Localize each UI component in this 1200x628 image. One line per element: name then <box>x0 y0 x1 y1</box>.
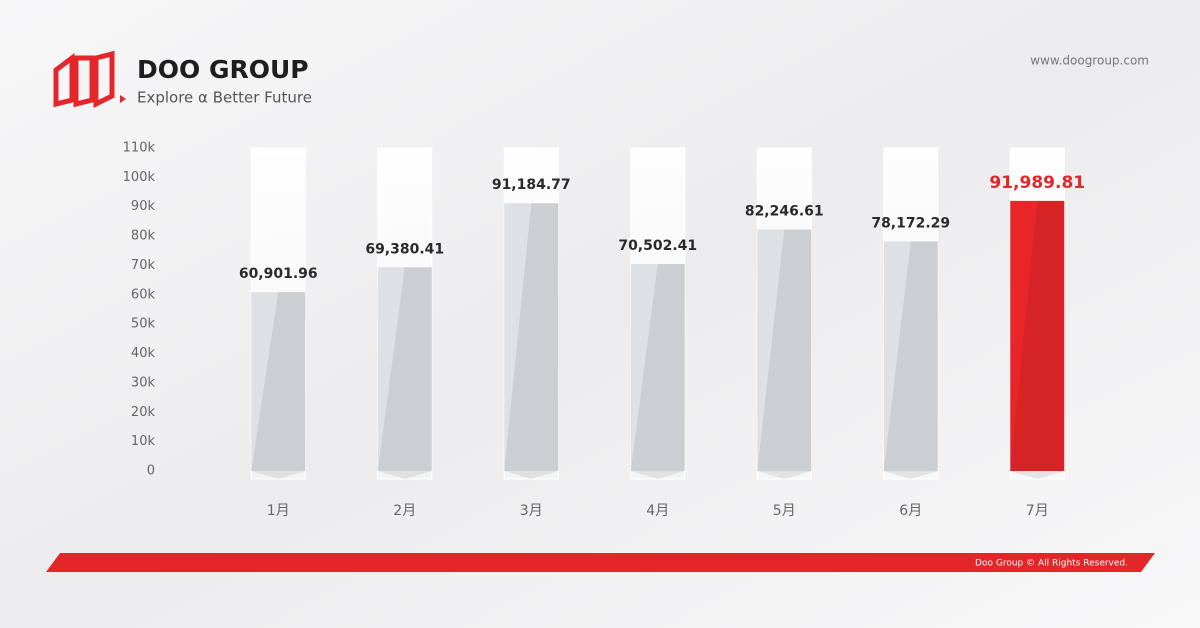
bar <box>1010 200 1065 471</box>
y-tick-label: 50k <box>131 317 156 332</box>
logo-mark <box>53 50 115 109</box>
y-tick-label: 10k <box>131 434 156 449</box>
bar <box>630 263 685 471</box>
y-tick-label: 90k <box>131 199 156 214</box>
value-label: 69,380.41 <box>365 241 444 257</box>
value-label: 82,246.61 <box>745 203 824 219</box>
value-label: 60,901.96 <box>239 266 318 282</box>
bar <box>504 203 559 471</box>
bar <box>883 241 938 471</box>
x-tick-label: 2月 <box>393 503 416 519</box>
y-tick-label: 0 <box>147 464 155 479</box>
bar-side <box>630 263 685 479</box>
bar <box>251 292 306 471</box>
bar-side <box>504 203 559 479</box>
value-label: 91,184.77 <box>492 177 571 193</box>
value-label: 78,172.29 <box>871 215 950 231</box>
y-tick-label: 60k <box>131 287 156 302</box>
bar-side <box>1010 200 1065 479</box>
bar-side <box>757 229 812 479</box>
footer-band <box>46 553 1155 572</box>
y-tick-label: 20k <box>131 405 156 420</box>
bar-side <box>251 292 306 479</box>
y-tick-label: 80k <box>131 229 156 244</box>
tagline: Explore α Better Future <box>137 89 312 107</box>
website: www.doogroup.com <box>1030 54 1149 68</box>
x-tick-label: 4月 <box>646 503 669 519</box>
brand: DOO GROUP <box>137 55 309 84</box>
copyright: Doo Group © All Rights Reserved. <box>975 559 1128 569</box>
value-label: 91,989.81 <box>989 173 1085 193</box>
bar-side <box>377 267 432 479</box>
y-tick-label: 100k <box>123 170 156 185</box>
bar <box>757 229 812 471</box>
x-tick-label: 3月 <box>520 503 543 519</box>
logo-dot <box>120 95 126 103</box>
bar <box>377 267 432 471</box>
x-tick-label: 7月 <box>1026 503 1049 519</box>
bar-side <box>883 241 938 479</box>
logo <box>53 50 126 109</box>
y-tick-label: 30k <box>131 375 156 390</box>
x-tick-label: 1月 <box>267 503 290 519</box>
y-tick-label: 70k <box>131 258 156 273</box>
x-tick-label: 5月 <box>773 503 796 519</box>
y-tick-label: 40k <box>131 346 156 361</box>
x-tick-label: 6月 <box>899 503 922 519</box>
y-tick-label: 110k <box>123 141 156 156</box>
value-label: 70,502.41 <box>618 238 697 254</box>
